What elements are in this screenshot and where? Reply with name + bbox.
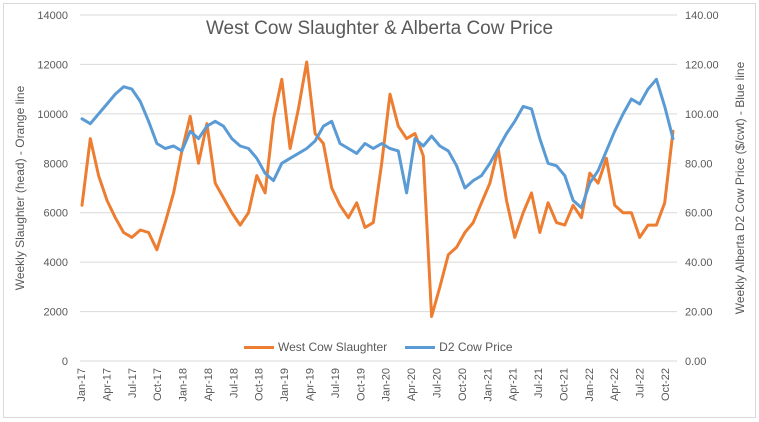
x-tick-label: Jan-22 (584, 368, 596, 402)
y2-tick-label: 140.00 (685, 10, 719, 22)
y2-tick-label: 0.00 (685, 356, 706, 368)
y2-tick-label: 60.00 (685, 208, 713, 220)
legend: West Cow Slaughter D2 Cow Price (244, 340, 513, 354)
y2-tick-label: 120.00 (685, 59, 719, 71)
x-tick-label: Jan-18 (178, 368, 190, 402)
y2-tick-label: 40.00 (685, 257, 713, 269)
x-tick-label: Oct-18 (254, 368, 266, 401)
legend-item-slaughter[interactable]: West Cow Slaughter (244, 340, 387, 354)
x-tick-label: Jan-19 (279, 368, 291, 402)
x-tick-label: Jan-20 (381, 368, 393, 402)
x-tick-label: Apr-19 (305, 368, 317, 401)
series-line-price (80, 77, 675, 210)
x-tick-label: Jan-21 (482, 368, 494, 402)
legend-swatch-orange (244, 345, 274, 349)
x-tick-label: Oct-19 (355, 368, 367, 401)
y2-tick-label: 80.00 (685, 158, 713, 170)
y-tick-label: 8000 (44, 158, 68, 170)
x-tick-label: Jan-17 (76, 368, 88, 402)
x-tick-label: Apr-17 (101, 368, 113, 401)
x-tick-label: Apr-21 (508, 368, 520, 401)
y-axis-title: Weekly Slaughter (head) - Orange line (13, 85, 27, 290)
y-tick-label: 0 (62, 356, 68, 368)
legend-label: West Cow Slaughter (278, 340, 388, 354)
x-tick-label: Oct-22 (660, 368, 672, 401)
x-tick-label: Jul-19 (330, 368, 342, 398)
y2-axis-title: Weekly Alberta D2 Cow Price ($/cwt) - Bl… (733, 61, 747, 314)
legend-item-price[interactable]: D2 Cow Price (405, 340, 513, 354)
chart-frame (3, 3, 756, 418)
chart-title: West Cow Slaughter & Alberta Cow Price (205, 18, 554, 39)
legend-label: D2 Cow Price (439, 340, 513, 354)
x-tick-label: Apr-18 (203, 368, 215, 401)
y2-tick-label: 20.00 (685, 307, 713, 319)
x-tick-label: Jul-22 (635, 368, 647, 398)
x-tick-label: Oct-21 (558, 368, 570, 401)
y-tick-label: 10000 (37, 109, 68, 121)
x-tick-label: Oct-20 (457, 368, 469, 401)
x-tick-label: Jul-18 (228, 368, 240, 398)
y-tick-label: 12000 (37, 59, 68, 71)
x-tick-label: Oct-17 (152, 368, 164, 401)
y-tick-label: 6000 (44, 208, 68, 220)
x-tick-label: Apr-20 (406, 368, 418, 401)
x-tick-label: Jul-21 (533, 368, 545, 398)
x-tick-label: Apr-22 (609, 368, 621, 401)
x-tick-label: Jul-20 (431, 368, 443, 398)
y-tick-label: 14000 (37, 10, 68, 22)
y-tick-label: 2000 (44, 307, 68, 319)
y-tick-label: 4000 (44, 257, 68, 269)
x-tick-label: Jul-17 (127, 368, 139, 398)
series-line-slaughter (80, 60, 675, 318)
y2-tick-label: 100.00 (685, 109, 719, 121)
legend-swatch-blue (405, 345, 436, 349)
